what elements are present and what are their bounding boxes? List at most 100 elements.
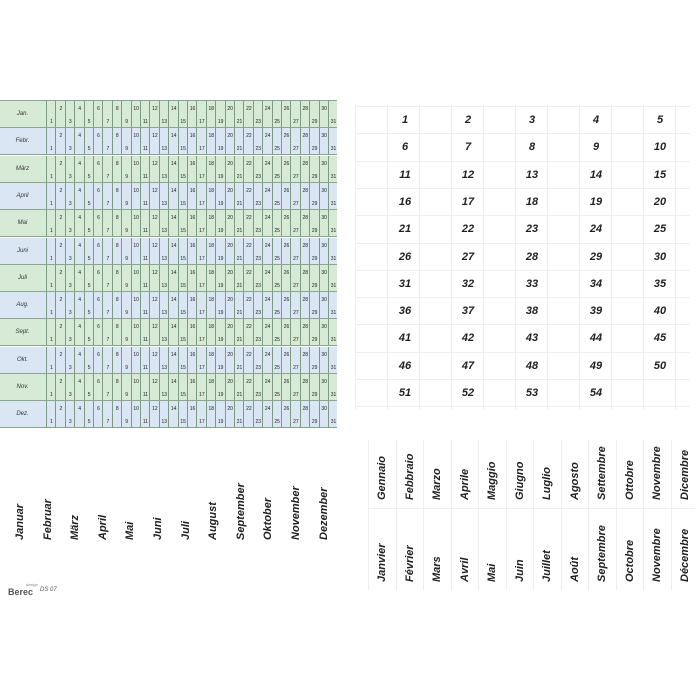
planner-day-number: 26: [283, 187, 290, 194]
planner-day-cell: 1: [46, 346, 55, 373]
planner-day-number: 23: [255, 392, 262, 398]
planner-day-cell: 10: [130, 210, 140, 237]
planner-day-cell: 27: [290, 401, 299, 428]
week-number: 41: [398, 332, 412, 345]
week-number: 50: [653, 359, 667, 372]
planner-day-number: 26: [283, 324, 290, 331]
planner-day-number: 16: [189, 242, 196, 249]
german-month-label: April: [96, 514, 109, 540]
planner-day-number: 29: [311, 419, 318, 426]
planner-day-cell: 29: [309, 401, 318, 428]
label-grid-line: [423, 440, 424, 590]
planner-day-number: 9: [125, 200, 129, 207]
planner-day-cell: 12: [149, 292, 158, 319]
planner-day-number: 13: [161, 282, 168, 289]
planner-day-number: 22: [246, 269, 252, 276]
planner-day-number: 13: [161, 146, 168, 153]
planner-day-number: 23: [255, 255, 262, 262]
planner-day-number: 8: [115, 187, 119, 194]
planner-day-number: 15: [180, 200, 186, 207]
planner-day-number: 18: [208, 160, 215, 167]
planner-day-cell: 22: [243, 264, 252, 291]
planner-day-number: 14: [170, 133, 177, 140]
planner-day-cell: 4: [74, 292, 83, 319]
planner-day-number: 9: [125, 392, 129, 398]
planner-month-label: Nov.: [16, 384, 29, 390]
planner-day-cell: 1: [46, 319, 55, 346]
planner-day-number: 31: [330, 146, 337, 153]
planner-day-cell: 2: [55, 292, 64, 319]
planner-day-number: 5: [87, 200, 91, 207]
planner-day-cell: 9: [121, 182, 130, 209]
planner-day-number: 23: [255, 282, 262, 289]
planner-day-number: 23: [255, 146, 262, 153]
planner-day-number: 16: [189, 297, 196, 304]
planner-day-cell: 9: [121, 264, 130, 291]
italian-month-label: Ottobre: [623, 460, 636, 500]
planner-day-number: 6: [97, 269, 100, 276]
planner-day-cell: 17: [196, 264, 205, 291]
planner-day-cell: 28: [299, 292, 309, 319]
planner-day-cell: 16: [187, 401, 196, 428]
planner-day-number: 19: [217, 173, 224, 180]
week-number: 7: [464, 141, 472, 154]
planner-day-number: 24: [264, 187, 271, 194]
planner-day-number: 19: [217, 337, 224, 344]
planner-day-number: 12: [152, 133, 158, 140]
planner-day-number: 29: [311, 392, 318, 398]
planner-day-cell: 3: [64, 101, 74, 127]
planner-day-cell: 9: [121, 128, 130, 155]
planner-day-number: 28: [302, 379, 309, 385]
planner-day-cell: 21: [234, 237, 243, 264]
planner-day-cell: 2: [55, 237, 64, 264]
planner-day-number: 26: [283, 215, 290, 222]
planner-day-number: 25: [274, 146, 280, 153]
planner-day-cell: 1: [46, 210, 55, 237]
planner-day-number: 23: [255, 419, 262, 426]
planner-day-cell: 13: [158, 292, 168, 319]
planner-day-cell: 21: [234, 155, 243, 182]
logo-brand-text: Berec: [8, 587, 34, 597]
planner-day-number: 4: [78, 379, 82, 385]
planner-day-number: 11: [142, 419, 149, 426]
planner-day-cell: 1: [46, 155, 55, 182]
planner-day-cell: 12: [149, 155, 158, 182]
planner-day-cell: 8: [111, 182, 121, 209]
planner-month-label: April: [16, 192, 29, 199]
week-number: 44: [589, 332, 603, 345]
sticker-grid-line: [483, 105, 484, 410]
planner-day-cell: 26: [281, 346, 290, 373]
planner-day-number: 15: [180, 228, 186, 235]
planner-day-cell: 21: [234, 374, 243, 400]
planner-day-cell: 23: [252, 210, 262, 237]
planner-day-number: 13: [161, 173, 168, 180]
sticker-grid-line: [355, 297, 690, 299]
planner-day-cell: 6: [93, 210, 102, 237]
planner-day-number: 11: [142, 337, 149, 344]
planner-day-number: 1: [50, 200, 53, 207]
planner-day-cell: 6: [93, 264, 102, 291]
french-month-label: Novembre: [651, 528, 663, 582]
planner-day-number: 3: [68, 173, 72, 180]
planner-day-cell: 13: [158, 401, 168, 428]
week-number: 47: [461, 359, 475, 372]
planner-day-cell: 21: [234, 346, 243, 373]
planner-day-cell: 2: [55, 101, 64, 127]
planner-row: Dez. 1 2 3 4 5 6 7 8 9 10 11 12 13 14 15 16 17 18 19 20 21 22 2…: [0, 401, 337, 429]
week-number: 39: [589, 305, 603, 318]
planner-day-cell: 14: [168, 128, 177, 155]
week-number: 13: [525, 168, 539, 181]
planner-day-number: 16: [189, 187, 196, 194]
label-grid-line: [643, 440, 644, 590]
planner-day-cell: 1: [46, 101, 55, 127]
planner-row: Jan. 1 2 3 4 5 6 7 8 9 10 11 12 13 14 15 16 17 18 19 20 21 22 2…: [0, 101, 337, 128]
french-month-label: Juillet: [541, 550, 553, 582]
planner-day-cell: 16: [187, 292, 196, 319]
german-month-label: November: [290, 486, 302, 540]
planner-day-number: 3: [68, 419, 72, 426]
planner-day-cell: 29: [309, 374, 318, 400]
german-month-label: Juni: [152, 517, 164, 540]
planner-day-number: 3: [68, 282, 72, 289]
planner-day-cell: 3: [64, 155, 74, 182]
label-grid-line: [368, 440, 369, 590]
